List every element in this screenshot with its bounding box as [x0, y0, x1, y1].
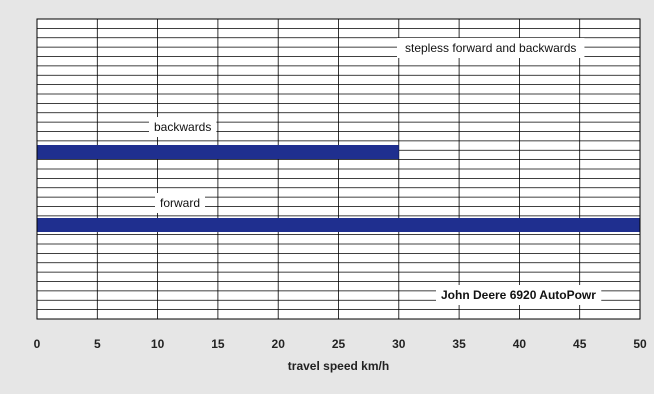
annotation-box-model — [436, 285, 602, 305]
series-label-forward: forward — [160, 196, 200, 210]
bars — [37, 145, 640, 232]
x-tick-label: 30 — [392, 337, 406, 351]
x-tick-label: 40 — [513, 337, 527, 351]
series-label-box-forward — [155, 193, 206, 213]
annotation-stepless: stepless forward and backwards — [405, 41, 576, 55]
x-tick-label: 25 — [332, 337, 346, 351]
x-tick-labels: 0 5 10 15 20 25 30 35 40 45 50 — [34, 337, 647, 351]
x-axis-label: travel speed km/h — [288, 359, 389, 373]
vertical-grid — [96, 19, 581, 319]
bar-backwards — [37, 145, 399, 159]
plot-border — [36, 18, 641, 320]
x-tick-label: 50 — [633, 337, 647, 351]
x-tick-label: 0 — [34, 337, 41, 351]
x-tick-label: 20 — [272, 337, 286, 351]
x-tick-label: 10 — [151, 337, 165, 351]
bar-forward — [37, 218, 640, 232]
series-label-backwards: backwards — [154, 120, 211, 134]
x-tick-label: 35 — [452, 337, 466, 351]
x-tick-label: 45 — [573, 337, 587, 351]
annotation-box-stepless — [397, 38, 585, 58]
x-tick-label: 5 — [94, 337, 101, 351]
series-label-box-backwards — [149, 117, 217, 137]
annotation-model: John Deere 6920 AutoPowr — [441, 288, 596, 302]
x-tick-label: 15 — [211, 337, 225, 351]
